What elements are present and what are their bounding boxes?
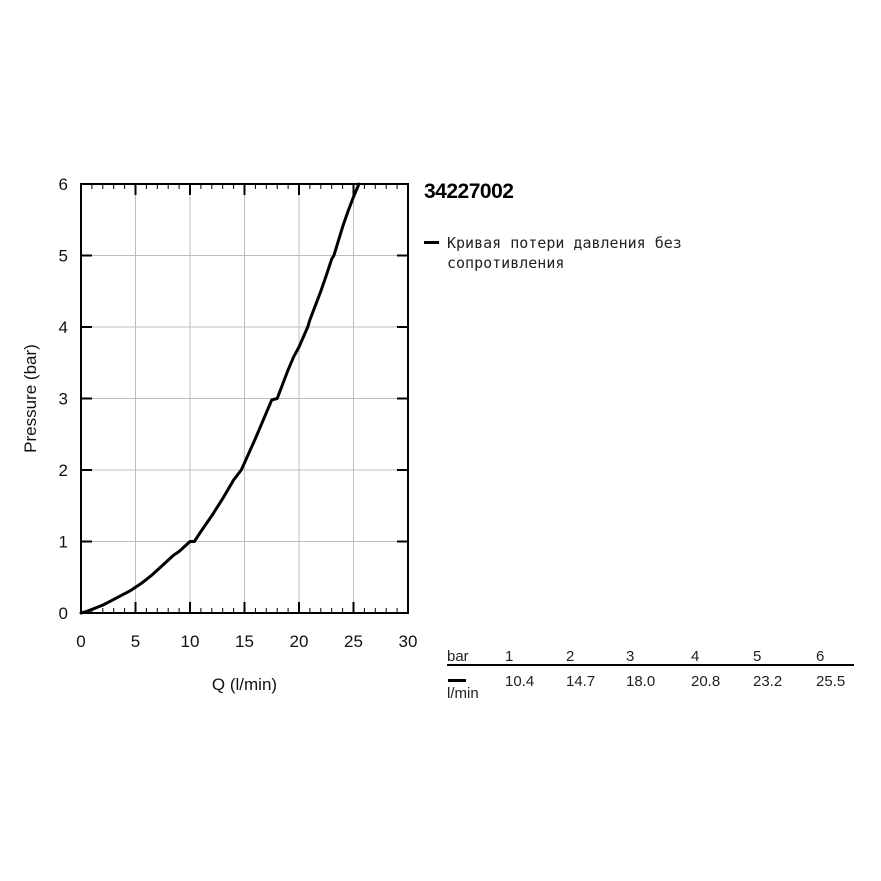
flow-table-line-swatch xyxy=(448,679,466,682)
y-tick-label: 0 xyxy=(59,604,68,623)
y-tick-label: 2 xyxy=(59,461,68,480)
y-tick-label: 6 xyxy=(59,175,68,194)
x-axis-label: Q (l/min) xyxy=(212,675,277,694)
flow-table-pressure-cell: 6 xyxy=(816,648,825,665)
y-tick-label: 5 xyxy=(59,247,68,266)
flow-table-flow-cell: 20.8 xyxy=(691,673,721,690)
plot-frame xyxy=(80,183,409,614)
x-tick-label: 10 xyxy=(181,632,200,651)
flow-table-flow-cell: 10.4 xyxy=(505,673,535,690)
y-tick-label: 1 xyxy=(59,533,68,552)
x-tick-label: 15 xyxy=(235,632,254,651)
flow-table-pressure-cell: 4 xyxy=(691,648,700,665)
flow-table-header-label: bar xyxy=(447,648,469,665)
x-tick-label: 20 xyxy=(290,632,309,651)
x-tick-label: 5 xyxy=(131,632,140,651)
flow-table-unit-label: l/min xyxy=(447,685,479,702)
flow-table-flow-cell: 18.0 xyxy=(626,673,656,690)
flow-table-rule xyxy=(447,664,854,666)
y-axis-label: Pressure (bar) xyxy=(21,344,40,453)
flow-table-flow-cell: 23.2 xyxy=(753,673,783,690)
flow-table-flow-cell: 25.5 xyxy=(816,673,846,690)
flow-table-pressure-cell: 5 xyxy=(753,648,762,665)
y-tick-label: 4 xyxy=(59,318,68,337)
flow-table-flow-cell: 14.7 xyxy=(566,673,596,690)
x-tick-label: 0 xyxy=(76,632,85,651)
y-tick-label: 3 xyxy=(59,390,68,409)
flow-table-pressure-cell: 1 xyxy=(505,648,514,665)
legend: Кривая потери давления без сопротивления xyxy=(424,233,744,273)
flow-table-pressure-cell: 2 xyxy=(566,648,575,665)
legend-swatch xyxy=(424,241,439,244)
flow-table: bar l/min 1 2 3 4 5 6 10.4 14.7 18.0 20.… xyxy=(447,647,855,707)
pressure-loss-curve xyxy=(79,182,361,615)
flow-table-pressure-cell: 3 xyxy=(626,648,635,665)
legend-label: Кривая потери давления без сопротивления xyxy=(447,234,682,272)
product-code: 34227002 xyxy=(424,180,514,203)
x-tick-label: 30 xyxy=(399,632,418,651)
x-tick-label: 25 xyxy=(344,632,363,651)
